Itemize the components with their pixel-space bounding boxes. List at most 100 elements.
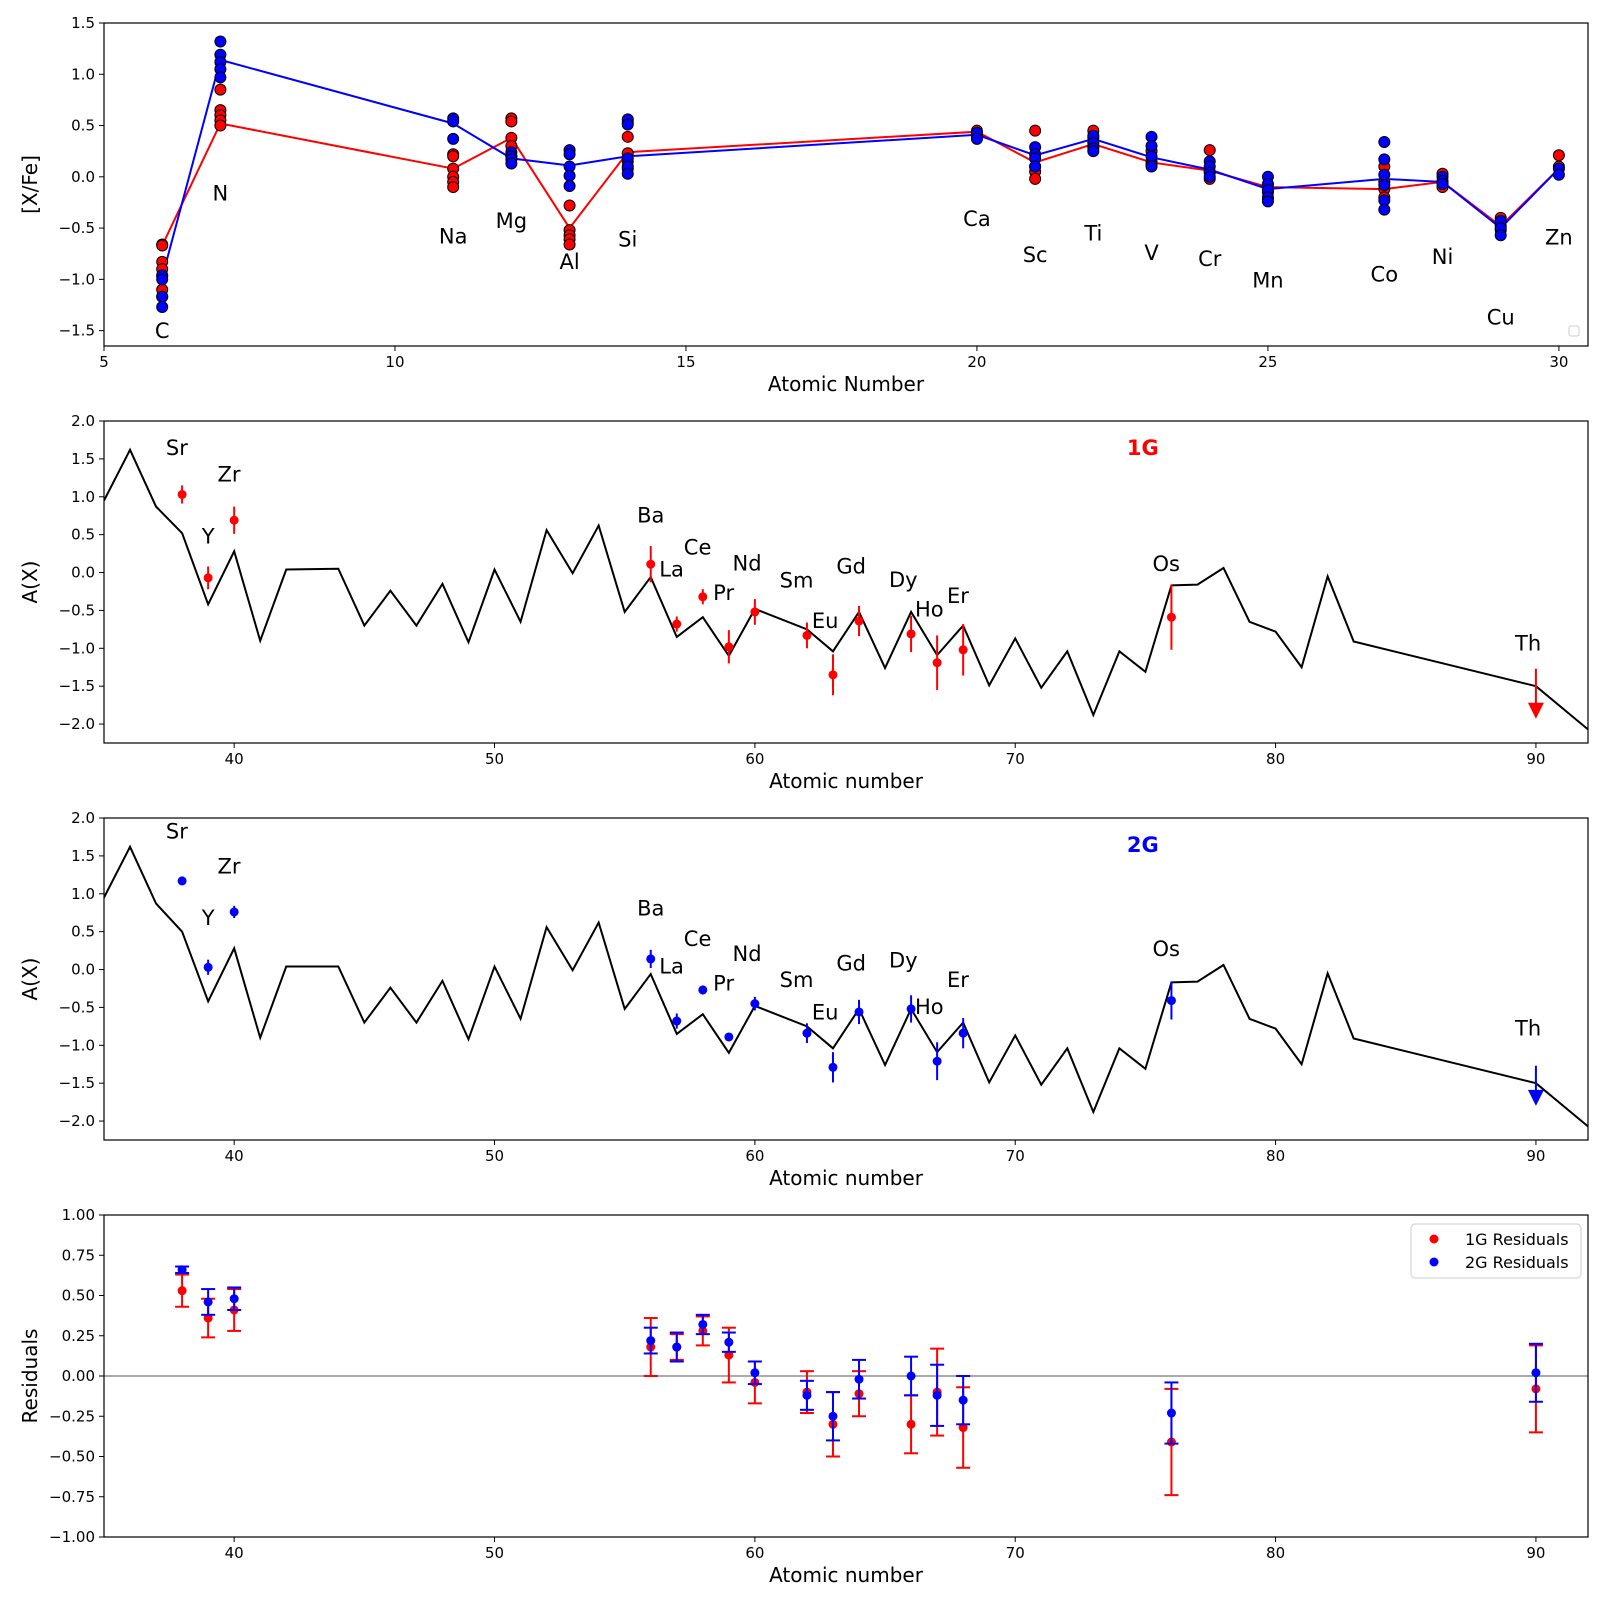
element-label: Ce xyxy=(684,535,712,559)
y-tick-label: 0.5 xyxy=(71,526,95,544)
star-point-2G xyxy=(1378,135,1391,148)
y-tick-label: 1.5 xyxy=(71,847,95,865)
y-tick-label: 0.5 xyxy=(71,117,95,135)
x-tick-label: 60 xyxy=(745,750,764,768)
abundance-point xyxy=(646,954,656,964)
plot-frame xyxy=(103,1214,1589,1538)
element-label: C xyxy=(155,319,170,343)
element-label: Ho xyxy=(915,597,944,621)
star-point-1G xyxy=(1029,172,1042,185)
element-label: Dy xyxy=(889,568,918,592)
abundance-point xyxy=(229,907,239,917)
abundance-point xyxy=(750,607,760,617)
abundance-point xyxy=(750,999,760,1009)
star-point-2G xyxy=(1436,177,1449,190)
star-point-1G xyxy=(447,181,460,194)
abundance-point xyxy=(203,573,213,583)
element-label: Cu xyxy=(1487,305,1515,329)
element-label: N xyxy=(213,181,229,205)
x-tick-label: 30 xyxy=(1549,353,1568,371)
x-tick-label: 25 xyxy=(1258,353,1277,371)
abundance-point xyxy=(802,630,812,640)
star-point-2G xyxy=(1087,145,1100,158)
abundance-point xyxy=(1166,996,1176,1006)
element-label: Zn xyxy=(1545,225,1573,249)
star-point-1G xyxy=(621,130,634,143)
y-tick-label: 2.0 xyxy=(71,809,95,827)
abundance-point xyxy=(177,489,187,499)
abundance-point xyxy=(828,670,838,680)
x-tick-label: 70 xyxy=(1006,1147,1025,1165)
star-point-2G xyxy=(1378,153,1391,166)
residual-point xyxy=(854,1374,864,1384)
x-tick-label: 90 xyxy=(1526,750,1545,768)
element-label: Na xyxy=(439,224,468,248)
y-tick-label: 1.5 xyxy=(71,450,95,468)
abundance-point xyxy=(932,658,942,668)
element-label: Sr xyxy=(166,819,188,843)
residual-point xyxy=(177,1286,187,1296)
element-label: Y xyxy=(201,525,215,549)
star-point-1G xyxy=(563,199,576,212)
y-tick-label: −1.0 xyxy=(59,1036,95,1054)
element-label: Zr xyxy=(217,854,240,878)
y-tick-label: 1.5 xyxy=(71,14,95,32)
element-label: La xyxy=(659,557,684,581)
y-tick-label: 2.0 xyxy=(71,412,95,430)
star-point-2G xyxy=(214,35,227,48)
upper-limit-arrow xyxy=(1527,1089,1544,1106)
x-tick-label: 20 xyxy=(967,353,986,371)
star-point-2G xyxy=(1378,168,1391,181)
star-point-2G xyxy=(447,132,460,145)
y-tick-label: −0.5 xyxy=(59,601,95,619)
y-tick-label: 0.50 xyxy=(62,1287,95,1305)
x-tick-label: 90 xyxy=(1526,1147,1545,1165)
star-point-2G xyxy=(156,290,169,303)
y-tick-label: 1.00 xyxy=(62,1206,95,1224)
element-label: Eu xyxy=(812,1001,839,1025)
model-line xyxy=(104,844,1588,1128)
y-tick-label: −1.5 xyxy=(59,1074,95,1092)
element-label: Sr xyxy=(166,436,188,460)
y-tick-label: −1.5 xyxy=(59,677,95,695)
y-tick-label: −1.0 xyxy=(59,270,95,288)
residual-point xyxy=(1166,1408,1176,1418)
star-point-1G xyxy=(214,119,227,132)
star-point-2G xyxy=(156,301,169,314)
y-tick-label: 1.0 xyxy=(71,885,95,903)
star-point-2G xyxy=(1145,160,1158,173)
panel-ax1g: 40 50 60 70 80 90 −2.0 −1.5 −1.0 −0.5 0.0 0.5 1.0 1.5… xyxy=(18,412,1589,793)
x-tick-label: 60 xyxy=(745,1544,764,1562)
element-label: Sm xyxy=(780,569,814,593)
element-label: Th xyxy=(1514,632,1541,656)
legend-box xyxy=(1568,325,1580,337)
element-label: Mg xyxy=(496,209,527,233)
x-tick-label: 90 xyxy=(1526,1544,1545,1562)
legend-label: 2G Residuals xyxy=(1465,1253,1569,1272)
y-tick-label: 1.0 xyxy=(71,488,95,506)
abundance-point xyxy=(802,1028,812,1038)
y-tick-label: −2.0 xyxy=(59,715,95,733)
x-tick-label: 40 xyxy=(225,1544,244,1562)
abundance-point xyxy=(932,1056,942,1066)
star-point-1G xyxy=(214,83,227,96)
y-tick-label: 0.0 xyxy=(71,564,95,582)
star-point-2G xyxy=(1494,229,1507,242)
element-label: Y xyxy=(201,906,215,930)
star-point-2G xyxy=(156,273,169,286)
element-label: Sc xyxy=(1023,243,1048,267)
element-label: Zr xyxy=(217,463,240,487)
plot-frame xyxy=(103,22,1589,347)
star-point-1G xyxy=(1029,124,1042,137)
x-axis-label: Atomic Number xyxy=(768,372,925,396)
abundance-point xyxy=(229,515,239,525)
element-label: Gd xyxy=(836,554,866,578)
abundance-point xyxy=(854,1007,864,1017)
abundance-point xyxy=(958,1028,968,1038)
element-label: Ni xyxy=(1432,245,1454,269)
x-tick-label: 5 xyxy=(99,353,109,371)
x-tick-label: 40 xyxy=(225,1147,244,1165)
element-label: Ce xyxy=(684,927,712,951)
abundance-point xyxy=(906,629,916,639)
residual-point xyxy=(203,1297,213,1307)
